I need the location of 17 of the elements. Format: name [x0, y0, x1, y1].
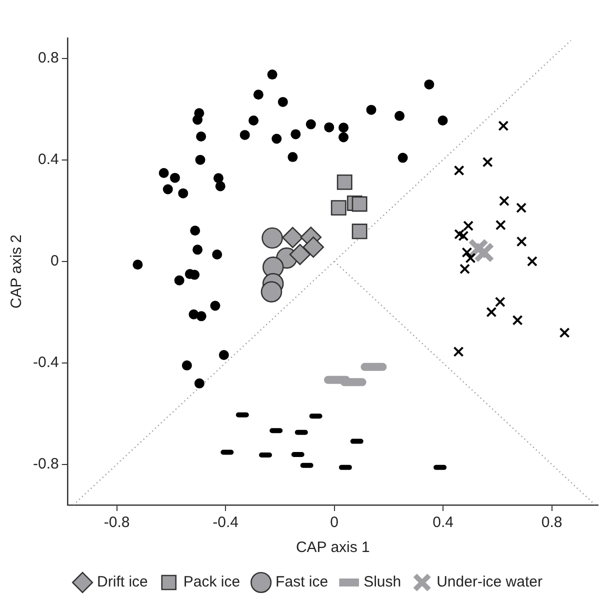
y-tick-label: 0.8 — [38, 49, 59, 66]
x-tick-label: 0.4 — [432, 514, 454, 532]
legend-label: Slush — [364, 574, 402, 591]
y-axis-title: CAP axis 2 — [8, 234, 26, 308]
legend-label: Pack ice — [183, 574, 240, 591]
legend-label: Under-ice water — [436, 574, 542, 591]
y-tick-label: 0.4 — [38, 150, 59, 168]
x-tick-label: -0.8 — [104, 514, 130, 532]
x-axis-title: CAP axis 1 — [296, 539, 370, 556]
y-tick-label: -0.8 — [32, 456, 59, 473]
y-tick-label: -0.4 — [32, 354, 59, 372]
legend-label: Fast ice — [276, 574, 328, 591]
x-tick-label: 0.8 — [541, 514, 562, 532]
y-tick-label: 0 — [50, 252, 59, 270]
legend-label: Drift ice — [97, 574, 148, 591]
x-tick-label: 0 — [330, 514, 338, 532]
x-tick-label: -0.4 — [212, 514, 238, 532]
